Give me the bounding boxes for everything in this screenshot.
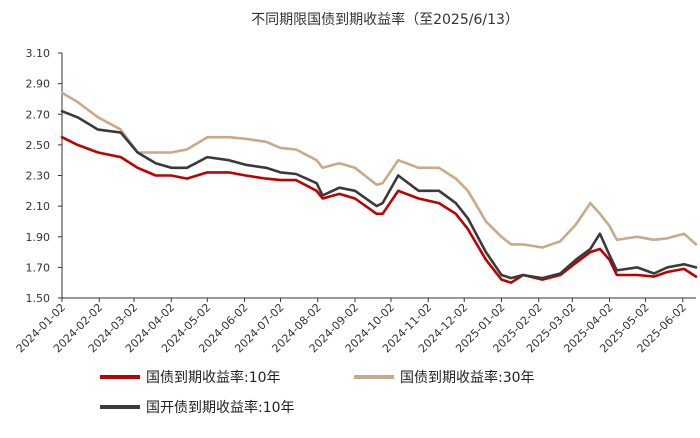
series-line-cdb-10y [60, 109, 698, 280]
series-line-treasury-10y [60, 135, 698, 285]
y-tick-label: 2.50 [26, 139, 51, 152]
y-tick-label: 2.70 [26, 108, 51, 121]
x-axis: 2024-01-022024-02-022024-03-022024-04-02… [14, 297, 696, 355]
y-tick-label: 2.90 [26, 78, 51, 91]
legend-item-treasury-30y: 国债到期收益率:30年 [354, 369, 535, 386]
legend-item-treasury-10y: 国债到期收益率:10年 [100, 369, 281, 386]
legend-label: 国开债到期收益率:10年 [146, 399, 295, 416]
legend-label: 国债到期收益率:10年 [146, 369, 281, 386]
legend-item-cdb-10y: 国开债到期收益率:10年 [100, 399, 295, 416]
y-tick-label: 3.10 [26, 47, 51, 60]
series-lines [60, 91, 698, 285]
y-tick-label: 2.10 [26, 200, 51, 213]
y-tick-label: 1.70 [26, 261, 51, 274]
y-tick-label: 1.50 [26, 292, 51, 305]
chart-title: 不同期限国债到期收益率（至2025/6/13） [251, 11, 519, 28]
y-tick-label: 2.30 [26, 170, 51, 183]
series-line-treasury-30y [60, 91, 698, 249]
y-axis: 1.50 1.70 1.90 2.10 2.30 2.50 2.70 2.90 3.10 [26, 47, 63, 305]
y-tick-label: 1.90 [26, 231, 51, 244]
legend-label: 国债到期收益率:30年 [400, 369, 535, 386]
